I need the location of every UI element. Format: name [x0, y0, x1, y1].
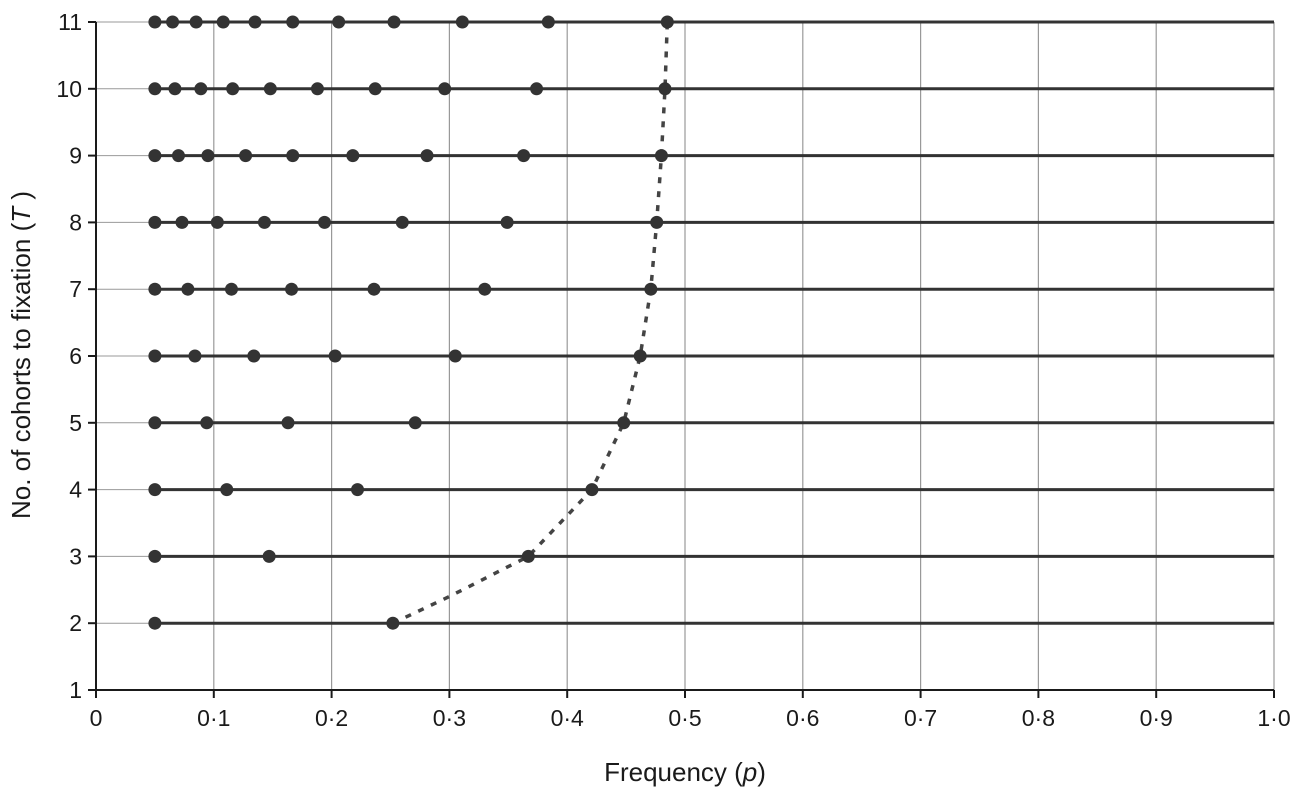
data-point	[148, 215, 162, 229]
x-tick-label: 0·9	[1140, 705, 1173, 731]
data-point	[455, 15, 469, 29]
data-point	[181, 282, 195, 296]
y-tick-label: 7	[69, 276, 82, 302]
axes	[88, 21, 1275, 698]
data-point	[166, 15, 180, 29]
data-point	[368, 82, 382, 96]
x-tick-label: 0·8	[1022, 705, 1055, 731]
data-point	[226, 82, 240, 96]
data-point	[286, 15, 300, 29]
data-point	[285, 282, 299, 296]
y-axis-label: No. of cohorts to fixation (T )	[6, 191, 36, 519]
data-point	[332, 15, 346, 29]
data-point	[448, 349, 462, 363]
data-point	[148, 149, 162, 163]
x-axis-label: Frequency (p)	[604, 757, 766, 787]
data-point	[248, 15, 262, 29]
data-point	[517, 149, 531, 163]
data-point	[633, 349, 647, 363]
data-point	[395, 215, 409, 229]
y-tick-label: 8	[69, 209, 82, 235]
x-tick-label: 0·5	[668, 705, 701, 731]
data-point	[585, 483, 599, 497]
y-tick-label: 9	[69, 143, 82, 169]
data-point	[148, 483, 162, 497]
data-point	[310, 82, 324, 96]
data-point	[644, 282, 658, 296]
data-point	[660, 15, 674, 29]
y-tick-label: 6	[69, 343, 82, 369]
data-point	[148, 82, 162, 96]
data-point	[216, 15, 230, 29]
data-point	[367, 282, 381, 296]
data-point	[210, 215, 224, 229]
data-point	[171, 149, 185, 163]
data-point	[351, 483, 365, 497]
data-point	[386, 616, 400, 630]
data-point	[387, 15, 401, 29]
data-point	[200, 416, 214, 430]
x-tick-label: 0·7	[904, 705, 937, 731]
data-point	[247, 349, 261, 363]
data-point	[224, 282, 238, 296]
x-tick-label: 0	[90, 705, 103, 731]
data-point	[500, 215, 514, 229]
data-point	[194, 82, 208, 96]
data-point	[617, 416, 631, 430]
data-point	[201, 149, 215, 163]
x-tick-label: 0·3	[433, 705, 466, 731]
x-tick-label: 1·0	[1257, 705, 1290, 731]
data-point	[541, 15, 555, 29]
y-tick-label: 1	[69, 677, 82, 703]
data-point	[188, 349, 202, 363]
x-tick-label: 0·1	[197, 705, 230, 731]
data-point	[148, 349, 162, 363]
data-point	[408, 416, 422, 430]
data-points	[148, 15, 674, 630]
y-tick-label: 11	[58, 9, 82, 35]
data-point	[438, 82, 452, 96]
x-tick-label: 0·2	[315, 705, 348, 731]
data-point	[318, 215, 332, 229]
data-point	[239, 149, 253, 163]
y-tick-label: 4	[69, 477, 82, 503]
data-point	[650, 215, 664, 229]
data-point	[257, 215, 271, 229]
horizontal-lines	[96, 20, 1274, 625]
data-point	[530, 82, 544, 96]
y-tick-label: 3	[69, 543, 82, 569]
data-point	[189, 15, 203, 29]
data-point	[521, 549, 535, 563]
data-point	[281, 416, 295, 430]
y-tick-labels: 1 2 3 4 5 6 7 8 9 10 11	[56, 9, 82, 703]
data-point	[346, 149, 360, 163]
y-tick-label: 5	[69, 410, 82, 436]
x-tick-label: 0·4	[551, 705, 584, 731]
data-point	[658, 82, 672, 96]
data-point	[148, 416, 162, 430]
data-point	[420, 149, 434, 163]
data-point	[148, 549, 162, 563]
data-point	[148, 616, 162, 630]
x-tick-labels: 0 0·1 0·2 0·3 0·4 0·5 0·6 0·7 0·8 0·9 1·0	[90, 705, 1291, 731]
data-point	[286, 149, 300, 163]
data-point	[262, 549, 276, 563]
data-point	[263, 82, 277, 96]
data-point	[478, 282, 492, 296]
y-tick-label: 2	[69, 610, 82, 636]
data-point	[175, 215, 189, 229]
data-point	[148, 282, 162, 296]
curve-line	[392, 21, 670, 625]
x-tick-label: 0·6	[786, 705, 819, 731]
data-point	[168, 82, 182, 96]
data-point	[220, 483, 234, 497]
data-point	[654, 149, 668, 163]
data-point	[148, 15, 162, 29]
y-tick-label: 10	[56, 76, 82, 102]
data-point	[328, 349, 342, 363]
dotted-curve	[392, 21, 670, 625]
